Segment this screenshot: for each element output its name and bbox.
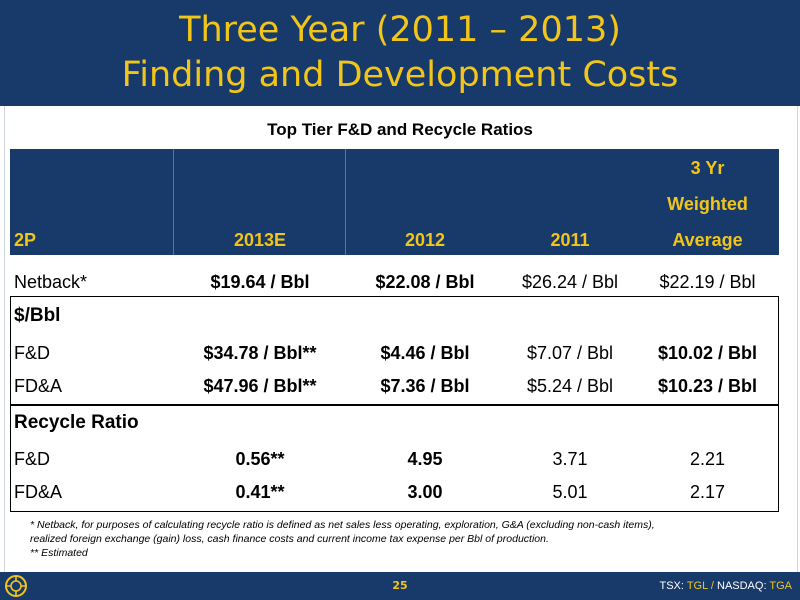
header-avg-line-3: Average (672, 230, 743, 250)
cell-2013e: 0.56** (235, 449, 285, 469)
slide-header: Three Year (2011 – 2013) Finding and Dev… (0, 0, 800, 106)
table-header: 2P 2013E 2012 2011 3 Yr Weighted Average (10, 149, 779, 255)
cell-average: $10.02 / Bbl (657, 343, 758, 363)
cell-2013e: $19.64 / Bbl (210, 272, 310, 292)
cell-2011: 3.71 (552, 449, 588, 469)
cell-2013e: $34.78 / Bbl** (203, 343, 317, 363)
section-heading-recycle-ratio: Recycle Ratio (14, 412, 139, 433)
ticker-nasdaq-label: NASDAQ: (717, 580, 767, 592)
cell-2012: 3.00 (407, 482, 443, 502)
page-number: 25 (392, 579, 408, 592)
cell-2013e: 0.41** (235, 482, 285, 502)
footnote-line-1: * Netback, for purposes of calculating r… (30, 519, 655, 531)
footnote-line-2: realized foreign exchange (gain) loss, c… (30, 533, 549, 545)
slide-footer: 25 TSX: TGL / NASDAQ: TGA (0, 572, 800, 600)
table-row: FD&A $47.96 / Bbl** $7.36 / Bbl $5.24 / … (10, 369, 779, 403)
cell-2012: $4.46 / Bbl (380, 343, 470, 363)
row-label: F&D (14, 449, 50, 469)
row-label: F&D (14, 343, 50, 363)
header-divider (345, 149, 346, 255)
header-2013e: 2013E (233, 230, 287, 250)
cell-2012: 4.95 (407, 449, 443, 469)
per-bbl-section (10, 296, 779, 406)
header-2012: 2012 (404, 230, 446, 250)
row-label: FD&A (14, 376, 63, 396)
cell-2012: $7.36 / Bbl (380, 376, 470, 396)
company-logo-icon (5, 575, 27, 597)
ticker-tsx-symbol: TGL (686, 580, 708, 592)
cell-average: $22.19 / Bbl (659, 272, 756, 292)
header-divider (173, 149, 174, 255)
stock-ticker: TSX: TGL / NASDAQ: TGA (660, 572, 793, 600)
cell-2011: $26.24 / Bbl (521, 272, 619, 292)
ticker-tsx-label: TSX: (659, 580, 684, 592)
header-2011: 2011 (550, 230, 590, 250)
cell-average: $10.23 / Bbl (657, 376, 758, 396)
table-row: F&D 0.56** 4.95 3.71 2.21 (10, 442, 779, 476)
table-row: FD&A 0.41** 3.00 5.01 2.17 (10, 475, 779, 509)
title-line-2: Finding and Development Costs (121, 55, 679, 95)
header-2p: 2P (14, 230, 37, 250)
footnotes: * Netback, for purposes of calculating r… (30, 518, 770, 560)
cell-average: 2.17 (689, 482, 726, 502)
cell-2013e: $47.96 / Bbl** (203, 376, 317, 396)
recycle-ratio-section (10, 404, 779, 512)
cell-average: 2.21 (689, 449, 726, 469)
row-label: Netback* (14, 272, 88, 292)
cell-2011: $7.07 / Bbl (526, 343, 614, 363)
footnote-line-3: ** Estimated (30, 547, 88, 559)
slide-title: Three Year (2011 – 2013) Finding and Dev… (0, 8, 800, 98)
table-title: Top Tier F&D and Recycle Ratios (267, 120, 533, 139)
ticker-separator: / (710, 580, 714, 592)
table-row: F&D $34.78 / Bbl** $4.46 / Bbl $7.07 / B… (10, 336, 779, 370)
ticker-nasdaq-symbol: TGA (769, 580, 792, 592)
cell-2012: $22.08 / Bbl (375, 272, 475, 292)
table-row-netback: Netback* $19.64 / Bbl $22.08 / Bbl $26.2… (10, 265, 779, 299)
cell-2011: 5.01 (552, 482, 588, 502)
section-heading-per-bbl: $/Bbl (14, 305, 61, 326)
row-label: FD&A (14, 482, 63, 502)
header-avg-line-1: 3 Yr (690, 158, 725, 178)
header-avg-line-2: Weighted (667, 194, 748, 214)
title-line-1: Three Year (2011 – 2013) (179, 10, 621, 50)
cell-2011: $5.24 / Bbl (526, 376, 614, 396)
